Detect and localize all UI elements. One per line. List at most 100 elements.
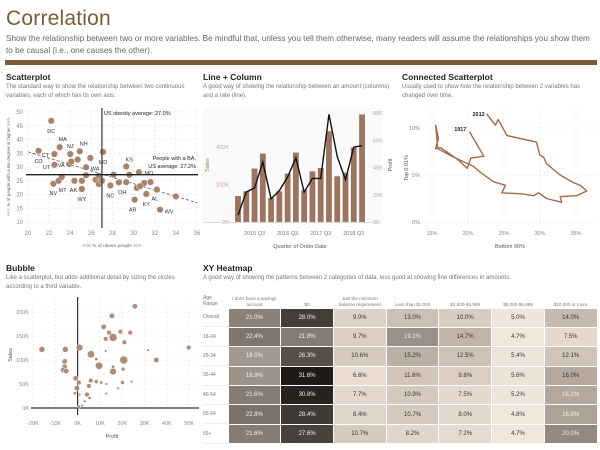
bubble — [116, 386, 120, 390]
y-tick-label: 0% — [412, 220, 420, 226]
y-tick-label: 0K — [22, 406, 29, 412]
y-tick-label: 50 — [16, 110, 23, 116]
scatter-point — [153, 186, 161, 194]
y-tick-label: 25 — [16, 179, 23, 185]
left-tick-label: 200K — [216, 183, 229, 189]
heatmap-cell: 6.6% — [333, 366, 386, 386]
bubble — [76, 379, 82, 386]
right-tick-label: 80K — [373, 111, 383, 117]
connected-scatterplot-title: Connected Scatterplot — [402, 72, 493, 82]
heatmap-cell: 21.0% — [228, 308, 281, 327]
y-tick-label: 40 — [16, 138, 23, 144]
bubble — [109, 367, 117, 376]
bubble — [103, 336, 109, 342]
x-tick-label: 2017 Q3 — [310, 231, 331, 237]
heatmap-cell: 7.5% — [544, 327, 597, 347]
heatmap-cell: 10.9% — [386, 386, 439, 405]
bubble — [83, 399, 87, 403]
y-axis-label: Sales — [8, 348, 14, 362]
state-label: MT — [59, 188, 68, 194]
heatmap-cell: 15.2% — [386, 347, 439, 366]
heatmap-cell: 14.7% — [439, 327, 492, 347]
heatmap-cell: 16.8% — [544, 405, 597, 424]
bubble — [119, 355, 129, 365]
column-header: $0 — [304, 301, 310, 307]
profit-line — [237, 114, 363, 216]
bubble — [80, 404, 84, 408]
row-label: 35-44 — [203, 366, 228, 386]
heatmap-cell: 16.0% — [544, 366, 597, 386]
scatter-point — [50, 161, 58, 169]
heatmap-cell: 28.4% — [281, 405, 333, 424]
sales-bar — [342, 172, 349, 222]
sales-bar — [292, 152, 299, 222]
row-label: 45-54 — [203, 386, 228, 405]
state-label: WA — [91, 166, 100, 172]
sales-bar — [243, 191, 250, 222]
heatmap-cell: 12.5% — [439, 347, 492, 366]
heatmap-cell: 20.0% — [544, 424, 597, 444]
heatmap-cell: 18.0% — [228, 347, 281, 366]
x-tick-label: 20% — [462, 231, 473, 237]
bubble — [131, 303, 138, 310]
x-tick-label: 25% — [498, 231, 509, 237]
x-tick-label: 24 — [67, 231, 74, 237]
scatter-point — [67, 157, 75, 165]
scatter-point — [95, 172, 103, 180]
x-tick-label: 28 — [109, 231, 116, 237]
bubble-description: Like a scatterplot, but adds additional … — [6, 275, 175, 290]
sales-bar — [309, 171, 316, 222]
y-tick-label: 10 — [16, 220, 23, 226]
bubble — [87, 350, 95, 359]
x-tick-label: 34 — [173, 231, 180, 237]
scatter-point — [142, 190, 150, 198]
x-tick-label: 30 — [130, 231, 137, 237]
column-header: Just the minimum balance requirement — [338, 296, 381, 307]
y-tick-label: 20 — [16, 193, 23, 199]
scatter-point — [156, 206, 164, 214]
heatmap-row: 25-34 18.0% 26.3% 10.6% 15.2% 12.5% 5.4% 12.1% — [203, 347, 597, 367]
sales-bar — [251, 168, 258, 222]
heatmap-cell: 9.0% — [333, 308, 386, 327]
heatmap-cell: 7.7% — [333, 386, 386, 405]
heatmap-title: XY Heatmap — [203, 263, 253, 273]
state-label: MD — [99, 160, 108, 166]
bubble — [94, 379, 99, 384]
title-divider — [5, 60, 597, 65]
bubble — [88, 378, 94, 384]
x-tick-label: -10K — [49, 421, 61, 427]
heatmap-cell: 5.2% — [492, 386, 544, 405]
heatmap-cell: 26.3% — [281, 347, 333, 366]
bubble-title: Bubble — [6, 263, 35, 273]
heatmap-cell: 31.6% — [281, 366, 333, 386]
row-label: 55-64 — [203, 405, 228, 425]
state-label: AR — [129, 208, 137, 214]
bubble — [78, 392, 82, 397]
bubble — [109, 312, 115, 319]
scatter-point — [47, 117, 55, 125]
sales-bar — [268, 198, 274, 222]
heatmap-cell: 7.2% — [439, 424, 492, 444]
scatter-point — [106, 181, 114, 189]
heatmap-cell: 30.8% — [281, 386, 333, 405]
bubble — [104, 382, 108, 386]
bubble — [153, 357, 160, 363]
scatter-point — [49, 180, 57, 188]
bubble — [129, 380, 134, 384]
bubble — [63, 368, 70, 374]
state-label: WY — [77, 197, 86, 203]
state-label: OH — [118, 190, 126, 196]
x-tick-label: 36 — [194, 231, 201, 237]
column-header: $10,000 or more — [553, 301, 588, 307]
heatmap-row: 35-44 18.9% 31.6% 6.6% 11.6% 9.8% 5.6% 16.0% — [203, 366, 597, 386]
bubble — [38, 346, 46, 353]
scatterplot-title: Scatterplot — [6, 72, 51, 82]
y-tick-label: 10% — [409, 126, 420, 132]
bubble — [62, 346, 69, 353]
x-tick-label: 32 — [151, 231, 158, 237]
heatmap-row: 55-64 22.8% 28.4% 8.4% 10.7% 8.0% 4.8% 16.8% — [203, 405, 597, 425]
connected-scatterplot-description: Usually used to show how the relationshi… — [402, 84, 581, 99]
x-tick-label: 22 — [46, 231, 53, 237]
scatter-point — [86, 154, 94, 162]
x-tick-label: 30% — [534, 231, 545, 237]
